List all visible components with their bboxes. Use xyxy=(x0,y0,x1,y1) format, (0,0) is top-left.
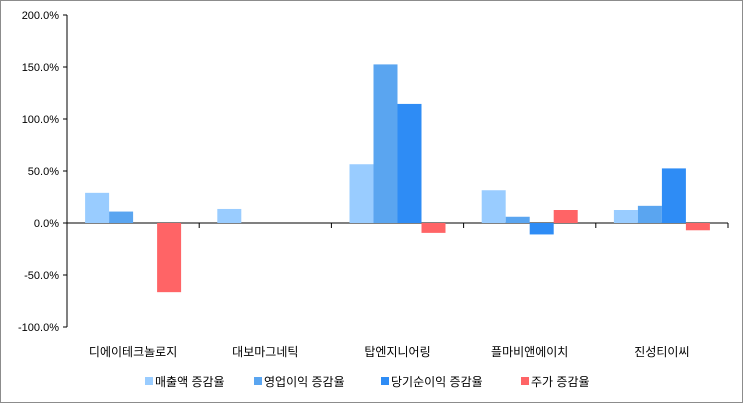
category-label: 대보마그네틱 xyxy=(232,345,298,359)
bar xyxy=(85,192,110,223)
legend-label: 매출액 증감율 xyxy=(155,375,225,389)
category-label: 진성티이씨 xyxy=(634,345,689,359)
legend-label: 당기순이익 증감율 xyxy=(391,375,483,389)
bar xyxy=(157,223,182,293)
category-label: 디에이테크놀로지 xyxy=(89,345,177,359)
category-label: 플마비앤에이치 xyxy=(491,345,568,359)
bar xyxy=(109,211,134,223)
bar xyxy=(661,168,686,223)
legend-swatch xyxy=(145,377,153,385)
y-tick-label: 150.0% xyxy=(22,62,60,74)
category-label: 탑엔지니어링 xyxy=(364,345,430,359)
bar xyxy=(529,223,554,235)
y-tick-label: 200.0% xyxy=(22,10,60,22)
bar xyxy=(481,190,506,223)
bar xyxy=(421,223,446,233)
bar xyxy=(373,64,398,224)
y-tick-label: 50.0% xyxy=(28,166,59,178)
bar xyxy=(553,210,578,223)
bars-group xyxy=(85,64,710,293)
legend: 매출액 증감율 영업이익 증감율 당기순이익 증감율 주가 증감율 xyxy=(145,375,590,389)
bar xyxy=(217,208,242,223)
legend-label: 영업이익 증감율 xyxy=(264,375,345,389)
bar xyxy=(349,164,374,223)
bar xyxy=(505,216,530,223)
bar xyxy=(613,210,638,223)
category-labels: 디에이테크놀로지 대보마그네틱 탑엔지니어링 플마비앤에이치 진성티이씨 xyxy=(89,345,690,359)
y-tick-label: -100.0% xyxy=(18,322,59,334)
bar xyxy=(397,103,422,223)
bar xyxy=(637,205,662,223)
bar xyxy=(685,223,710,231)
y-tick-label: -50.0% xyxy=(24,270,59,282)
legend-label: 주가 증감율 xyxy=(531,375,590,389)
legend-swatch xyxy=(521,377,529,385)
legend-swatch xyxy=(254,377,262,385)
y-tick-label: 0.0% xyxy=(34,218,59,230)
y-tick-label: 100.0% xyxy=(22,114,60,126)
legend-swatch xyxy=(381,377,389,385)
y-tick-labels: -100.0% -50.0% 0.0% 50.0% 100.0% 150.0% 200.0% xyxy=(18,10,59,334)
